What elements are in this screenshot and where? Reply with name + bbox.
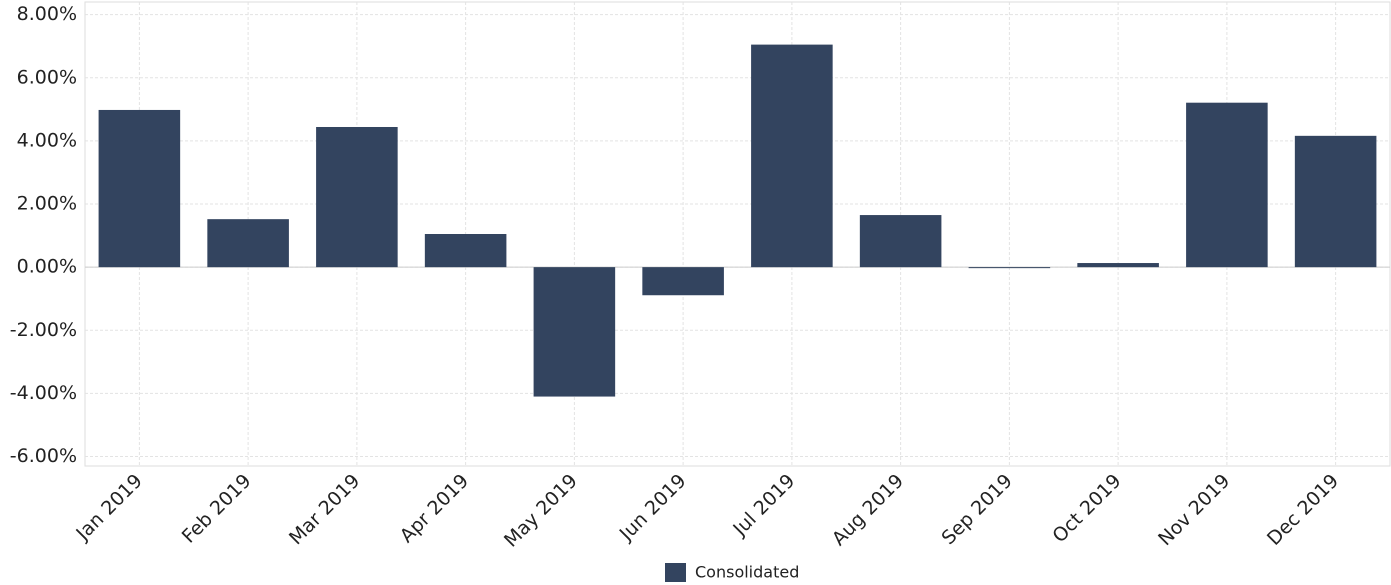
y-tick-label: 6.00% bbox=[17, 66, 77, 88]
y-tick-label: -4.00% bbox=[10, 382, 77, 404]
y-tick-label: 2.00% bbox=[17, 193, 77, 215]
bar bbox=[642, 267, 724, 296]
bar bbox=[968, 267, 1051, 269]
x-tick-label: Sep 2019 bbox=[937, 470, 1016, 549]
y-tick-label: -6.00% bbox=[10, 445, 77, 467]
x-tick-label: Aug 2019 bbox=[828, 470, 908, 550]
y-tick-label: 8.00% bbox=[17, 3, 77, 25]
x-tick-label: Mar 2019 bbox=[285, 470, 364, 549]
x-tick-label: May 2019 bbox=[500, 470, 582, 552]
legend-label: Consolidated bbox=[695, 563, 799, 582]
x-tick-label: Apr 2019 bbox=[396, 470, 473, 547]
bar bbox=[1294, 135, 1377, 268]
y-tick-label: 0.00% bbox=[17, 256, 77, 278]
bar bbox=[424, 234, 507, 268]
bar bbox=[316, 126, 398, 268]
y-tick-label: 4.00% bbox=[17, 129, 77, 151]
y-tick-label: -2.00% bbox=[10, 319, 77, 341]
x-tick-label: Nov 2019 bbox=[1154, 470, 1234, 550]
x-tick-label: Jul 2019 bbox=[728, 470, 799, 541]
bar bbox=[1186, 102, 1268, 268]
legend-swatch bbox=[665, 563, 686, 582]
x-tick-label: Dec 2019 bbox=[1263, 470, 1343, 550]
bar bbox=[1077, 263, 1159, 268]
bar bbox=[533, 267, 616, 397]
bar bbox=[859, 215, 942, 268]
x-tick-label: Oct 2019 bbox=[1048, 470, 1125, 547]
x-tick-label: Jun 2019 bbox=[615, 470, 691, 546]
bar bbox=[751, 44, 833, 268]
x-tick-label: Jan 2019 bbox=[71, 470, 146, 545]
x-tick-label: Feb 2019 bbox=[178, 470, 256, 548]
plot-area bbox=[84, 1, 1391, 467]
bar bbox=[207, 219, 289, 268]
bar bbox=[98, 109, 181, 268]
